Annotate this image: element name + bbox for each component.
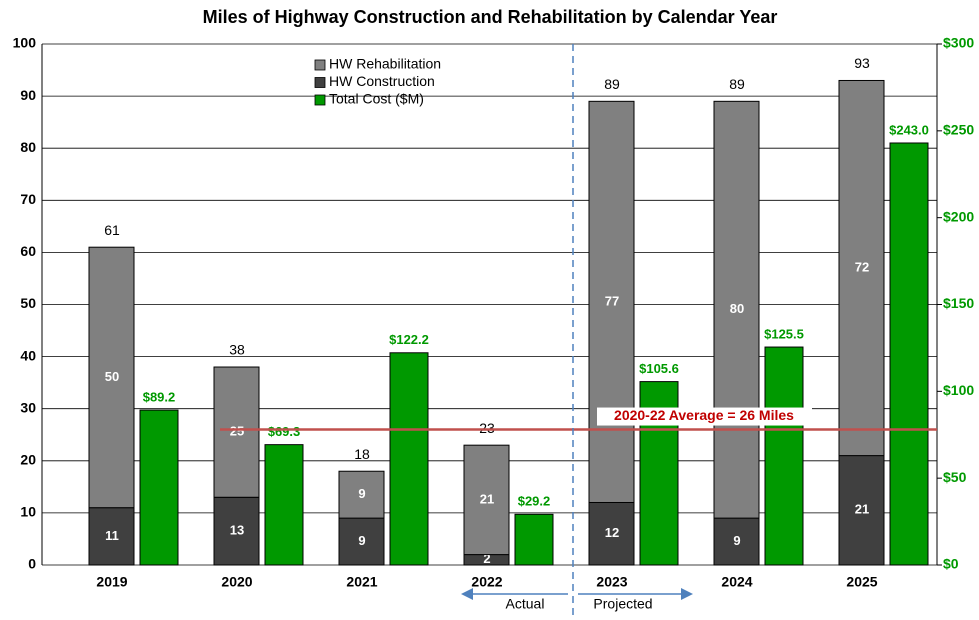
bar-segment — [838, 455, 885, 566]
legend-label: HW Construction — [329, 73, 435, 89]
legend-swatch — [314, 77, 326, 88]
segment-label: 13 — [230, 523, 244, 538]
segment-label: 9 — [358, 486, 365, 501]
y2-tick-label: $300 — [943, 35, 974, 51]
bar-segment — [213, 496, 260, 566]
bar-segment — [338, 517, 385, 566]
cost-bar — [264, 444, 304, 566]
segment-label: 2 — [483, 551, 490, 566]
segment-label: 12 — [605, 525, 619, 540]
segment-label: 25 — [230, 424, 244, 439]
x-tick-label: 2023 — [596, 574, 627, 590]
cost-label: $125.5 — [764, 326, 804, 341]
segment-label: 77 — [605, 293, 619, 308]
bar-segment — [463, 444, 510, 556]
bar-segment — [713, 517, 760, 566]
cost-bar — [514, 513, 554, 566]
segment-label: 9 — [358, 533, 365, 548]
cost-bar — [764, 346, 804, 566]
reference-label: 2020-22 Average = 26 Miles — [614, 407, 794, 423]
y-tick-label: 60 — [20, 243, 36, 259]
y-tick-label: 0 — [28, 556, 36, 572]
total-label: 61 — [104, 222, 120, 238]
total-label: 23 — [479, 420, 495, 436]
bar-segment — [88, 507, 135, 566]
x-tick-label: 2020 — [221, 574, 252, 590]
y2-tick-label: $200 — [943, 208, 974, 224]
y-tick-label: 10 — [20, 504, 36, 520]
legend-label: Total Cost ($M) — [329, 91, 424, 107]
x-tick-label: 2019 — [96, 574, 127, 590]
cost-label: $243.0 — [889, 122, 929, 137]
segment-label: 11 — [105, 528, 119, 543]
segment-label: 80 — [730, 301, 744, 316]
reference-label-bg — [597, 407, 812, 426]
bar-segment — [588, 100, 635, 503]
total-label: 93 — [854, 55, 870, 71]
y2-tick-label: $150 — [943, 295, 974, 311]
total-label: 89 — [604, 76, 620, 92]
segment-label: 72 — [855, 259, 869, 274]
y-tick-label: 90 — [20, 87, 36, 103]
legend-label: HW Rehabilitation — [329, 56, 441, 72]
bar-segment — [88, 246, 135, 509]
cost-label: $29.2 — [518, 494, 551, 509]
y-tick-label: 80 — [20, 139, 36, 155]
segment-label: 21 — [855, 502, 869, 517]
x-tick-label: 2025 — [846, 574, 877, 590]
cost-label: $89.2 — [143, 390, 176, 405]
bar-segment — [338, 470, 385, 519]
segment-label: 50 — [105, 369, 119, 384]
bar-segment — [213, 366, 260, 498]
total-label: 38 — [229, 342, 245, 358]
cost-label: $69.3 — [268, 424, 301, 439]
y2-tick-label: $250 — [943, 122, 974, 138]
y-tick-label: 50 — [20, 295, 36, 311]
annotation: Projected — [593, 596, 652, 612]
legend-swatch — [314, 94, 326, 106]
segment-label: 9 — [733, 533, 740, 548]
x-tick-label: 2021 — [346, 574, 377, 590]
y-tick-label: 20 — [20, 452, 36, 468]
y2-tick-label: $0 — [943, 556, 959, 572]
cost-bar — [139, 409, 179, 566]
bar-segment — [713, 100, 760, 519]
annotation: Actual — [506, 596, 545, 612]
cost-label: $105.6 — [639, 361, 679, 376]
y-tick-label: 70 — [20, 191, 36, 207]
total-label: 89 — [729, 76, 745, 92]
y-tick-label: 100 — [13, 35, 37, 51]
cost-label: $122.2 — [389, 332, 429, 347]
x-tick-label: 2022 — [471, 574, 502, 590]
legend-swatch — [314, 59, 326, 71]
total-label: 18 — [354, 446, 370, 462]
bar-segment — [838, 79, 885, 457]
y-tick-label: 40 — [20, 347, 36, 363]
x-tick-label: 2024 — [721, 574, 752, 590]
cost-bar — [889, 142, 929, 566]
cost-bar — [389, 352, 429, 566]
segment-label: 21 — [480, 491, 494, 506]
y2-tick-label: $50 — [943, 469, 967, 485]
y-tick-label: 30 — [20, 399, 36, 415]
y2-tick-label: $100 — [943, 382, 974, 398]
chart-title: Miles of Highway Construction and Rehabi… — [203, 7, 778, 27]
